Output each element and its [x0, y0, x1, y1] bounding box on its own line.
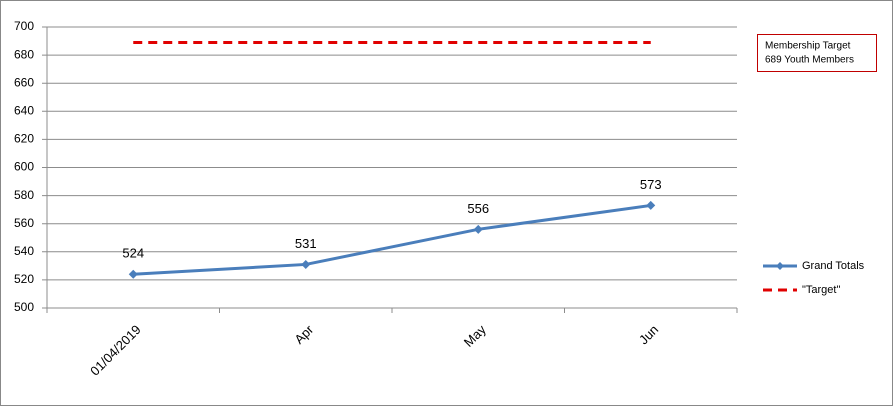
y-tick-label: 500 [14, 300, 34, 314]
legend-label: Grand Totals [802, 260, 865, 272]
annotation-line: Membership Target [765, 41, 851, 52]
y-tick-label: 640 [14, 103, 34, 117]
legend-marker [776, 262, 784, 270]
annotation-box [757, 34, 877, 72]
y-tick-label: 580 [14, 188, 34, 202]
legend-label: "Target" [802, 284, 840, 296]
y-tick-label: 700 [14, 19, 34, 33]
marker [301, 259, 311, 269]
y-tick-label: 540 [14, 244, 34, 258]
marker [646, 200, 656, 210]
marker [128, 269, 138, 279]
y-tick-label: 520 [14, 272, 34, 286]
series-line [133, 203, 651, 276]
y-tick-label: 600 [14, 160, 34, 174]
y-tick-label: 560 [14, 216, 34, 230]
marker [473, 224, 483, 234]
y-tick-label: 620 [14, 132, 34, 146]
data-label: 573 [640, 177, 662, 192]
y-tick-label: 660 [14, 75, 34, 89]
data-label: 531 [295, 236, 317, 251]
data-label: 524 [122, 246, 144, 261]
data-label: 556 [467, 201, 489, 216]
annotation-line: 689 Youth Members [765, 55, 854, 66]
y-tick-label: 680 [14, 47, 34, 61]
